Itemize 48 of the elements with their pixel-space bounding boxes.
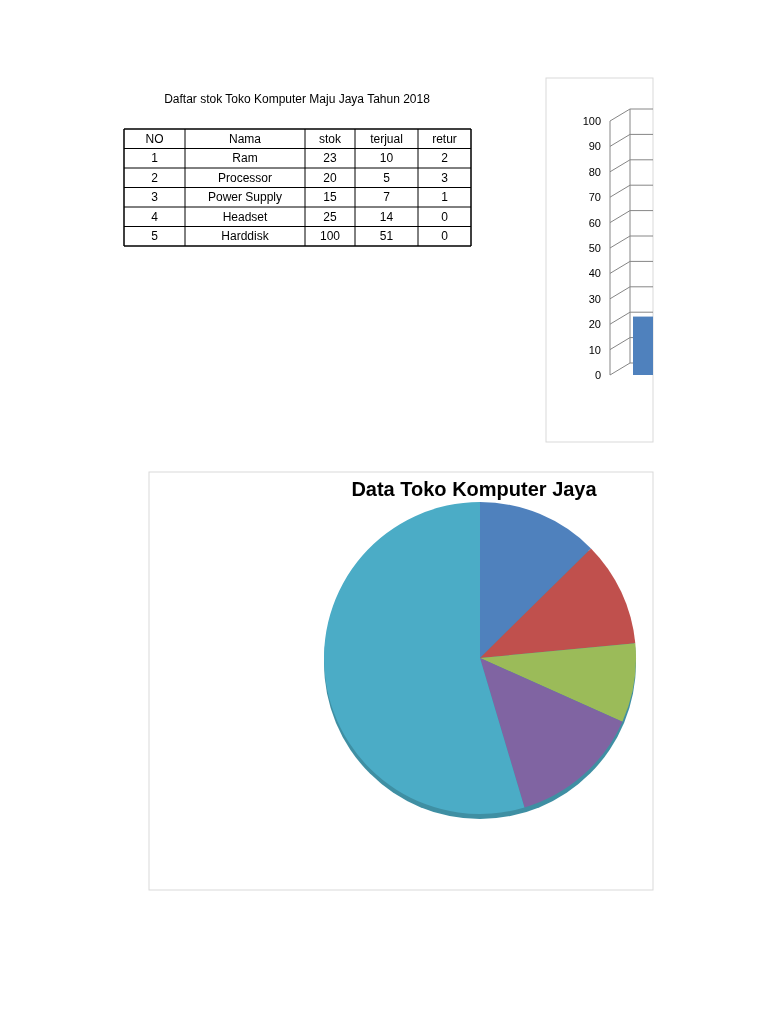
category-label: Power Supply xyxy=(207,190,283,205)
category-label: Harddisk xyxy=(221,229,270,244)
data-label: 2 xyxy=(441,151,449,166)
text: stok xyxy=(318,131,342,146)
data-label: 1 xyxy=(441,190,449,205)
data-label: 3 xyxy=(151,190,159,205)
data-label: 5 xyxy=(151,229,159,244)
chart-title: Data Toko Komputer Jaya xyxy=(351,478,598,500)
data-label: 15 xyxy=(323,190,337,205)
data-label: 23 xyxy=(323,151,337,166)
y-tick-label: 70 xyxy=(588,191,601,204)
pie-slice xyxy=(480,548,636,658)
pie-slice xyxy=(324,502,525,814)
data-label: 1 xyxy=(151,151,159,166)
y-tick-label: 10 xyxy=(588,343,601,356)
text: retur xyxy=(432,131,457,146)
data-label: 2 xyxy=(151,170,159,185)
data-label: 0 xyxy=(441,229,449,244)
data-label: 14 xyxy=(379,209,394,224)
y-tick-label: 0 xyxy=(594,369,601,381)
y-tick-label: 90 xyxy=(588,140,601,153)
y-tick-label: 30 xyxy=(588,292,601,305)
data-label: 100 xyxy=(319,229,341,244)
category-label: Headset xyxy=(222,209,269,224)
category-label: Ram xyxy=(232,151,258,166)
data-label: 0 xyxy=(441,209,449,224)
text: terjual xyxy=(370,131,403,146)
data-label: 4 xyxy=(151,209,159,224)
data-label: 20 xyxy=(323,170,337,185)
text: Daftar stok Toko Komputer Maju Jaya Tahun 2018 xyxy=(164,92,431,106)
y-tick-label: 20 xyxy=(588,318,601,331)
data-label: 5 xyxy=(383,170,391,185)
y-tick-label: 80 xyxy=(588,165,601,178)
pie-slice xyxy=(480,502,591,658)
pie-slice xyxy=(480,643,636,722)
y-tick-label: 40 xyxy=(588,267,601,280)
y-tick-label: 50 xyxy=(588,242,601,254)
y-tick-label: 60 xyxy=(588,216,601,229)
pie-slice xyxy=(480,658,623,808)
text: NO xyxy=(145,131,164,146)
data-label: 25 xyxy=(323,209,337,224)
text: Nama xyxy=(228,131,262,146)
y-tick-label: 100 xyxy=(582,115,601,127)
data-label: 51 xyxy=(379,229,394,244)
data-label: 3 xyxy=(441,170,449,185)
data-label: 10 xyxy=(379,151,394,166)
category-label: Processor xyxy=(217,170,273,185)
data-label: 7 xyxy=(383,190,391,205)
